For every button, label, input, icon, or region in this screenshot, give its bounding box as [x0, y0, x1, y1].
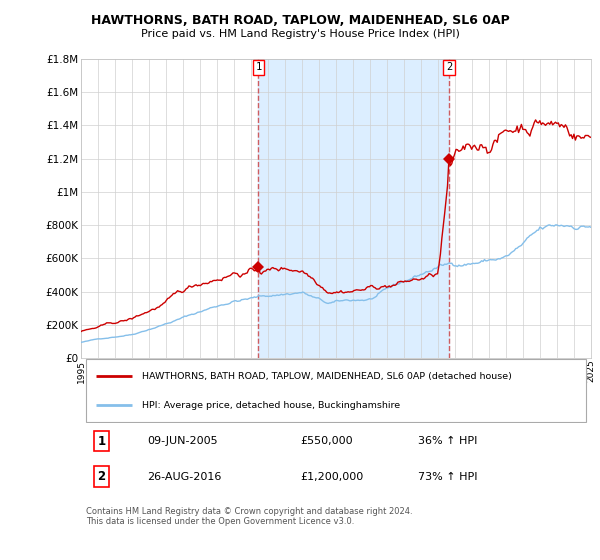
Text: £1,200,000: £1,200,000	[300, 472, 364, 482]
Text: 26-AUG-2016: 26-AUG-2016	[148, 472, 221, 482]
Text: 73% ↑ HPI: 73% ↑ HPI	[418, 472, 477, 482]
Text: 36% ↑ HPI: 36% ↑ HPI	[418, 436, 477, 446]
Text: Price paid vs. HM Land Registry's House Price Index (HPI): Price paid vs. HM Land Registry's House …	[140, 29, 460, 39]
Text: HAWTHORNS, BATH ROAD, TAPLOW, MAIDENHEAD, SL6 0AP (detached house): HAWTHORNS, BATH ROAD, TAPLOW, MAIDENHEAD…	[142, 372, 512, 381]
Text: HPI: Average price, detached house, Buckinghamshire: HPI: Average price, detached house, Buck…	[142, 400, 400, 410]
Text: Contains HM Land Registry data © Crown copyright and database right 2024.
This d: Contains HM Land Registry data © Crown c…	[86, 507, 413, 526]
Text: £550,000: £550,000	[300, 436, 353, 446]
Bar	[259, 59, 449, 358]
Text: 1: 1	[256, 62, 262, 72]
Text: 1: 1	[97, 435, 106, 448]
Text: 09-JUN-2005: 09-JUN-2005	[148, 436, 218, 446]
Text: HAWTHORNS, BATH ROAD, TAPLOW, MAIDENHEAD, SL6 0AP: HAWTHORNS, BATH ROAD, TAPLOW, MAIDENHEAD…	[91, 14, 509, 27]
Text: 2: 2	[97, 470, 106, 483]
Text: 2: 2	[446, 62, 452, 72]
